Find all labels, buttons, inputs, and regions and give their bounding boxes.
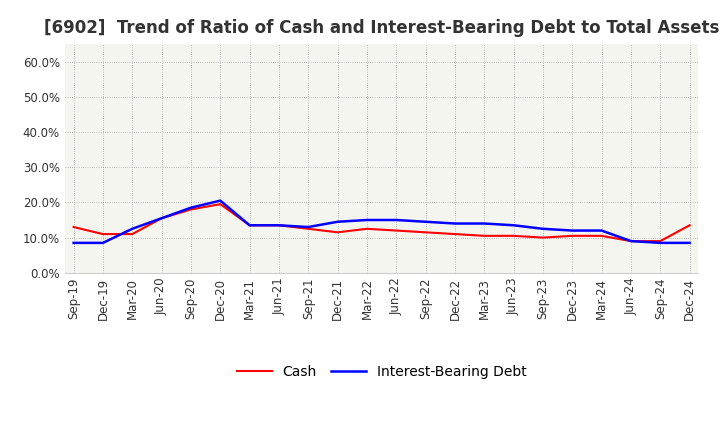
Cash [539,235,547,240]
Cash [392,228,400,233]
Interest-Bearing Debt [451,221,459,226]
Line: Cash: Cash [73,204,690,241]
Cash [363,226,372,231]
Interest-Bearing Debt [157,216,166,221]
Cash [568,233,577,238]
Interest-Bearing Debt [304,224,312,230]
Interest-Bearing Debt [333,219,342,224]
Interest-Bearing Debt [128,226,137,231]
Interest-Bearing Debt [363,217,372,223]
Cash [509,233,518,238]
Cash [480,233,489,238]
Cash [216,202,225,207]
Interest-Bearing Debt [421,219,430,224]
Cash [99,231,107,237]
Interest-Bearing Debt [246,223,254,228]
Interest-Bearing Debt [99,240,107,246]
Cash [451,231,459,237]
Interest-Bearing Debt [568,228,577,233]
Interest-Bearing Debt [274,223,283,228]
Cash [186,207,195,212]
Interest-Bearing Debt [685,240,694,246]
Interest-Bearing Debt [539,226,547,231]
Cash [157,216,166,221]
Cash [69,224,78,230]
Interest-Bearing Debt [656,240,665,246]
Legend: Cash, Interest-Bearing Debt: Cash, Interest-Bearing Debt [231,360,532,385]
Title: [6902]  Trend of Ratio of Cash and Interest-Bearing Debt to Total Assets: [6902] Trend of Ratio of Cash and Intere… [44,19,719,37]
Interest-Bearing Debt [186,205,195,210]
Cash [685,223,694,228]
Cash [656,238,665,244]
Cash [598,233,606,238]
Cash [421,230,430,235]
Cash [246,223,254,228]
Interest-Bearing Debt [480,221,489,226]
Interest-Bearing Debt [626,238,635,244]
Interest-Bearing Debt [598,228,606,233]
Line: Interest-Bearing Debt: Interest-Bearing Debt [73,201,690,243]
Cash [626,238,635,244]
Interest-Bearing Debt [392,217,400,223]
Cash [333,230,342,235]
Interest-Bearing Debt [69,240,78,246]
Interest-Bearing Debt [216,198,225,203]
Interest-Bearing Debt [509,223,518,228]
Cash [128,231,137,237]
Cash [304,226,312,231]
Cash [274,223,283,228]
